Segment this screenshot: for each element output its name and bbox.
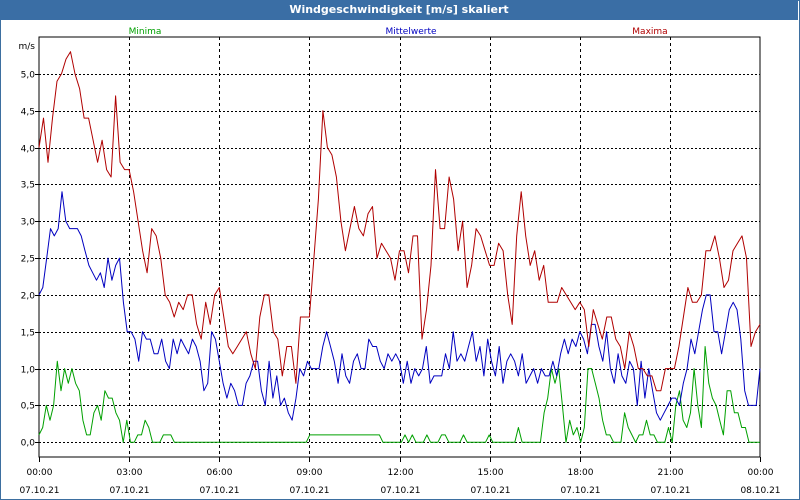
series-lines bbox=[38, 51, 761, 443]
x-tick-time: 15:00 bbox=[478, 468, 504, 478]
tick-labels: 0,0 0,5 1,0 1,5 2,0 2,5 3,0 3,5 4,0 4,5 5,0 m/s 00:0… bbox=[19, 42, 781, 496]
x-tick-date: 07.10.21 bbox=[199, 486, 239, 496]
legend: Minima Mittelwerte Maxima bbox=[129, 27, 668, 37]
y-tick-label: 1,5 bbox=[21, 329, 35, 339]
x-tick-date: 07.10.21 bbox=[560, 486, 600, 496]
axes bbox=[35, 36, 761, 462]
x-tick-date: 07.10.21 bbox=[470, 486, 510, 496]
y-tick-label: 4,0 bbox=[21, 145, 36, 155]
series-line-maxima bbox=[38, 51, 761, 392]
series-line-minima bbox=[38, 346, 760, 443]
y-tick-label: 2,5 bbox=[21, 255, 35, 265]
y-tick-label: 1,0 bbox=[21, 366, 36, 376]
chart-title: Windgeschwindigkeit [m/s] skaliert bbox=[0, 0, 798, 20]
x-tick-time: 00:00 bbox=[27, 468, 53, 478]
x-tick-time: 12:00 bbox=[388, 468, 414, 478]
legend-maxima: Maxima bbox=[632, 27, 667, 37]
y-axis-unit: m/s bbox=[19, 42, 36, 52]
y-tick-label: 3,5 bbox=[21, 181, 35, 191]
grid bbox=[39, 37, 760, 457]
x-tick-time: 18:00 bbox=[568, 468, 594, 478]
y-tick-label: 4,5 bbox=[21, 108, 35, 118]
legend-mittelwerte: Mittelwerte bbox=[385, 27, 436, 37]
x-tick-time: 21:00 bbox=[658, 468, 684, 478]
legend-minima: Minima bbox=[129, 27, 162, 37]
x-tick-time: 03:00 bbox=[117, 468, 143, 478]
y-tick-label: 5,0 bbox=[21, 71, 36, 81]
x-tick-date: 07.10.21 bbox=[109, 486, 149, 496]
x-tick-date: 07.10.21 bbox=[380, 486, 420, 496]
x-tick-date: 07.10.21 bbox=[650, 486, 690, 496]
series-line-mittelwerte bbox=[38, 191, 761, 421]
x-tick-time: 09:00 bbox=[297, 468, 323, 478]
y-tick-label: 0,0 bbox=[21, 439, 36, 449]
y-tick-label: 2,0 bbox=[21, 292, 36, 302]
y-tick-label: 0,5 bbox=[21, 402, 35, 412]
y-tick-label: 3,0 bbox=[21, 218, 36, 228]
x-tick-time: 06:00 bbox=[207, 468, 233, 478]
x-tick-date: 08.10.21 bbox=[740, 486, 780, 496]
x-tick-date: 07.10.21 bbox=[289, 486, 329, 496]
plot-area bbox=[38, 36, 761, 458]
x-tick-date: 07.10.21 bbox=[19, 486, 59, 496]
x-tick-time: 00:00 bbox=[748, 468, 774, 478]
